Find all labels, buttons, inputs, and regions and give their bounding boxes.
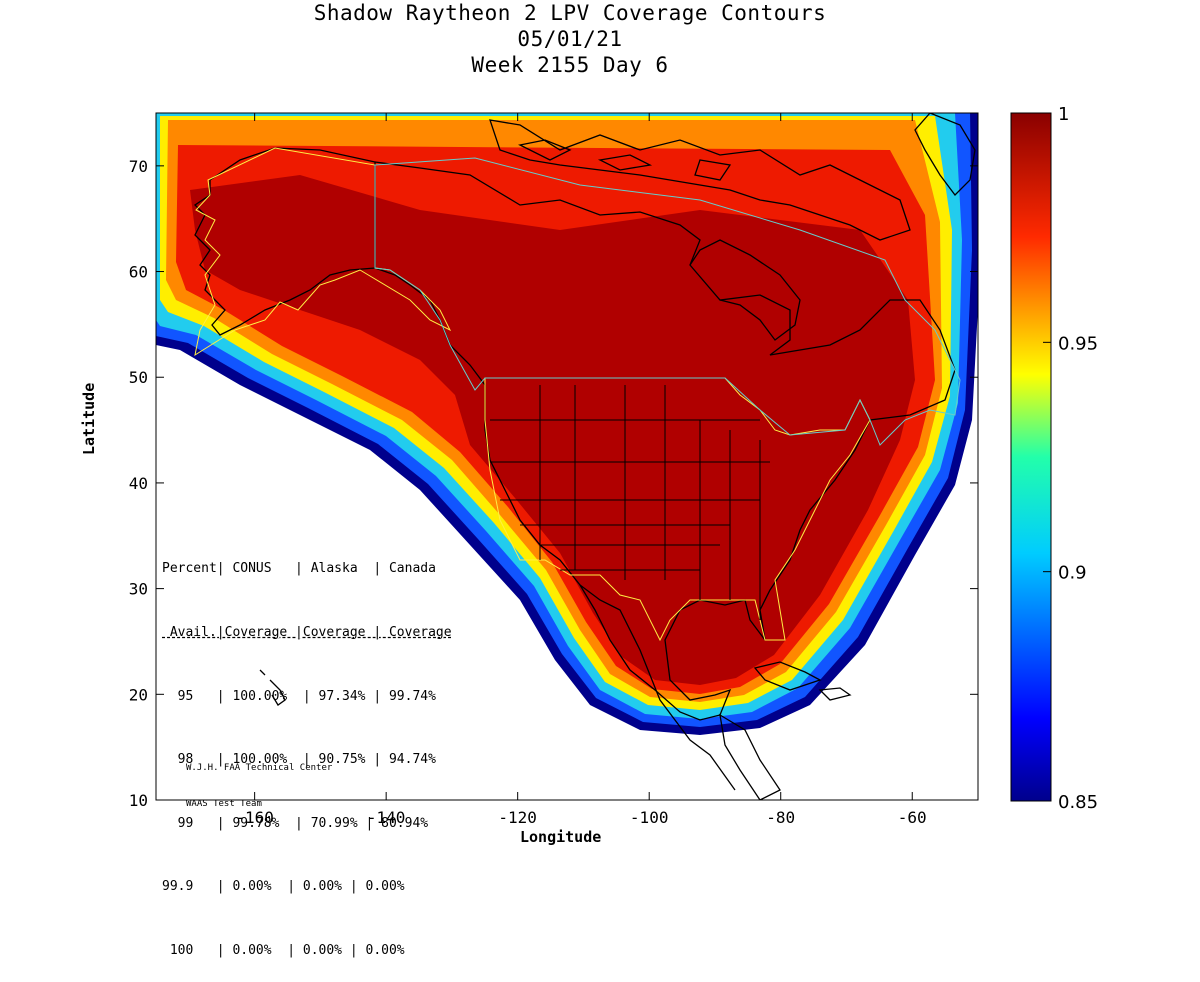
mexico-coastline xyxy=(579,584,736,791)
stats-row: 99 | 99.78% | 70.99% | 80.94% xyxy=(162,815,429,831)
y-tick-label: 20 xyxy=(129,685,148,704)
x-tick-label: -80 xyxy=(766,808,795,827)
credit-line-1: W.J.H. FAA Technical Center xyxy=(186,763,333,773)
x-tick-label: -120 xyxy=(498,808,537,827)
title-line-3: Week 2155 Day 6 xyxy=(471,53,669,77)
x-tick-label: -100 xyxy=(630,808,669,827)
title-line-2: 05/01/21 xyxy=(517,27,623,51)
state-grid xyxy=(490,385,770,620)
y-tick-label: 70 xyxy=(129,157,148,176)
credit-line-2: WAAS Test Team xyxy=(186,799,262,809)
greenland-coastline xyxy=(914,113,976,196)
y-tick-label: 50 xyxy=(129,368,148,387)
y-axis-label: Latitude xyxy=(80,382,98,455)
x-tick-label: -60 xyxy=(898,808,927,827)
arctic-islands-coastline xyxy=(489,119,911,241)
colorbar-tick-label: 0.85 xyxy=(1058,792,1098,813)
canada-service-border xyxy=(374,157,961,446)
hudson-bay-coastline xyxy=(689,239,801,341)
title-line-1: Shadow Raytheon 2 LPV Coverage Contours xyxy=(313,1,827,25)
caribbean-coastline xyxy=(259,661,852,800)
colorbar-tick-label: 0.9 xyxy=(1058,563,1087,584)
state-lines xyxy=(490,385,770,620)
stats-row: 99.9 | 0.00% | 0.00% | 0.00% xyxy=(162,879,405,895)
plot-frame xyxy=(155,112,979,801)
y-axis: 10 20 30 40 50 60 70 xyxy=(129,157,978,810)
y-tick-label: 30 xyxy=(129,580,148,599)
y-tick-label: 60 xyxy=(129,263,148,282)
x-axis: -160 -140 -120 -100 -80 -60 xyxy=(235,113,927,827)
x-tick-label: -140 xyxy=(367,808,406,827)
credit-text: W.J.H. FAA Technical Center WAAS Test Te… xyxy=(186,738,332,822)
stats-row: 98 | 100.00% | 90.75% | 94.74% xyxy=(162,752,436,768)
y-tick-label: 40 xyxy=(129,474,148,493)
x-tick-label: -160 xyxy=(235,808,274,827)
y-tick-label: 10 xyxy=(129,791,148,810)
colorbar-gradient xyxy=(1010,112,1052,802)
stats-row: 95 | 100.00% | 97.34% | 99.74% xyxy=(162,688,436,704)
stats-row: 100 | 0.00% | 0.00% | 0.00% xyxy=(162,943,405,959)
contour-full xyxy=(190,175,915,685)
colorbar-ticks: 1 0.95 0.9 0.85 xyxy=(1043,104,1098,813)
colorbar: 1 0.95 0.9 0.85 xyxy=(1010,104,1098,813)
stats-row: Avail.|Coverage |Coverage | Coverage xyxy=(162,625,452,641)
colorbar-tick-label: 0.95 xyxy=(1058,333,1098,354)
coastlines xyxy=(193,113,976,800)
service-area-borders xyxy=(194,147,961,642)
x-axis-label: Longitude xyxy=(520,828,602,846)
stats-row: Percent| CONUS | Alaska | Canada xyxy=(162,561,436,577)
colorbar-tick-label: 1 xyxy=(1058,104,1069,125)
coverage-map: -160 -140 -120 -100 -80 -60 10 20 30 40 50 60 70 xyxy=(129,112,979,827)
